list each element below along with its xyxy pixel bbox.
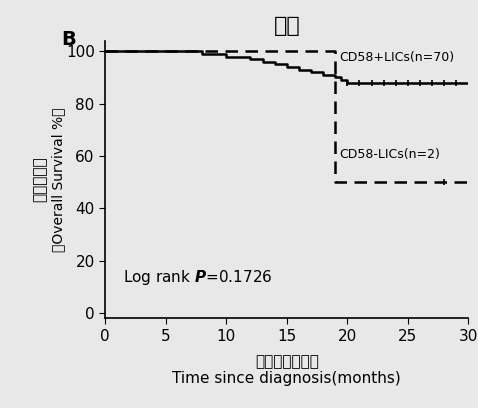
Text: Log rank $\bfit{P}$=0.1726: Log rank $\bfit{P}$=0.1726 [123,268,273,287]
Text: 随访时间（月）: 随访时间（月） [255,354,319,369]
Text: （Overall Survival %）: （Overall Survival %） [51,107,65,252]
Text: B: B [62,30,76,49]
Title: 児童: 児童 [273,16,300,36]
Text: CD58+LICs(n=70): CD58+LICs(n=70) [339,51,454,64]
Text: CD58-LICs(n=2): CD58-LICs(n=2) [339,148,440,161]
Text: Time since diagnosis(months): Time since diagnosis(months) [173,371,401,386]
Text: 总体生存率: 总体生存率 [33,157,47,202]
